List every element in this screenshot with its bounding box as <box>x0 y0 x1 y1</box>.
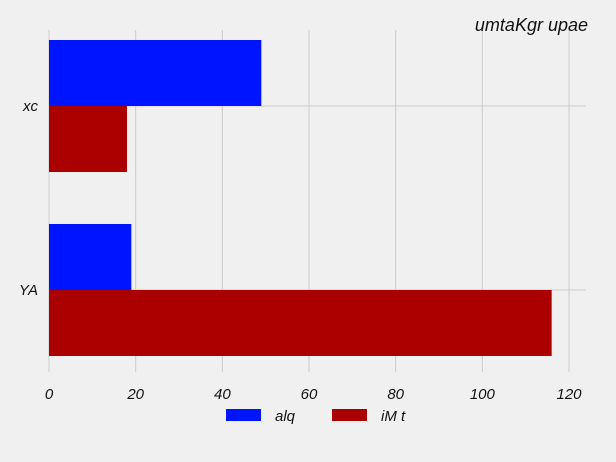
x-tick-label: 0 <box>45 386 54 403</box>
x-tick-labels: 0 20 40 60 80 100 120 <box>45 386 582 403</box>
legend-label: iM t <box>381 408 406 425</box>
bar-series1-1 <box>49 224 132 290</box>
x-tick-label: 20 <box>126 386 144 403</box>
legend: alq iM t <box>226 408 406 425</box>
bars <box>49 40 552 356</box>
y-tick-label: YA <box>19 282 38 299</box>
y-tick-labels: xc YA <box>19 98 39 299</box>
legend-swatch <box>226 409 261 421</box>
chart-title: umtaKgr upae <box>475 15 588 35</box>
y-tick-label: xc <box>22 98 39 115</box>
x-tick-label: 120 <box>556 386 582 403</box>
bar-series1-0 <box>49 40 262 106</box>
x-tick-label: 60 <box>301 386 318 403</box>
bar-series2-1 <box>49 290 552 356</box>
bar-series2-0 <box>49 106 127 172</box>
x-tick-label: 40 <box>214 386 231 403</box>
legend-label: alq <box>275 408 296 425</box>
legend-swatch <box>332 409 367 421</box>
x-tick-label: 80 <box>387 386 404 403</box>
x-tick-label: 100 <box>470 386 496 403</box>
